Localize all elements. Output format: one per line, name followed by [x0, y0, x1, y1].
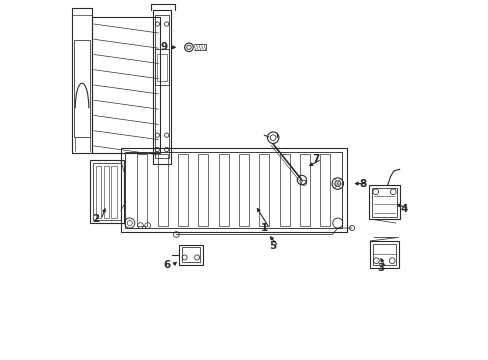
Bar: [155, 15, 169, 158]
Bar: [153, 10, 171, 164]
Text: 8: 8: [359, 179, 366, 189]
Bar: [198, 154, 208, 226]
Bar: [90, 160, 124, 223]
Bar: [320, 154, 329, 226]
Bar: [121, 148, 346, 232]
Bar: [372, 244, 395, 265]
Bar: [182, 247, 200, 262]
Bar: [155, 49, 168, 85]
Bar: [74, 40, 90, 137]
Bar: [279, 154, 289, 226]
Bar: [178, 154, 187, 226]
Bar: [369, 241, 398, 268]
Text: 2: 2: [92, 215, 99, 224]
Bar: [371, 188, 396, 217]
Text: 3: 3: [376, 263, 384, 273]
Bar: [179, 245, 202, 265]
Bar: [156, 54, 167, 81]
Text: 6: 6: [163, 260, 171, 270]
Bar: [239, 154, 248, 226]
Text: 7: 7: [312, 154, 319, 164]
Text: 9: 9: [160, 42, 167, 52]
Bar: [96, 166, 101, 218]
Text: 1: 1: [260, 224, 267, 233]
Bar: [103, 166, 109, 218]
Bar: [218, 154, 228, 226]
Bar: [157, 154, 167, 226]
Text: 4: 4: [400, 204, 407, 214]
Bar: [299, 154, 309, 226]
Bar: [137, 154, 147, 226]
Bar: [368, 185, 399, 220]
Bar: [259, 154, 269, 226]
Bar: [125, 152, 342, 228]
Bar: [93, 163, 121, 220]
Bar: [111, 166, 117, 218]
Text: 5: 5: [269, 241, 276, 251]
